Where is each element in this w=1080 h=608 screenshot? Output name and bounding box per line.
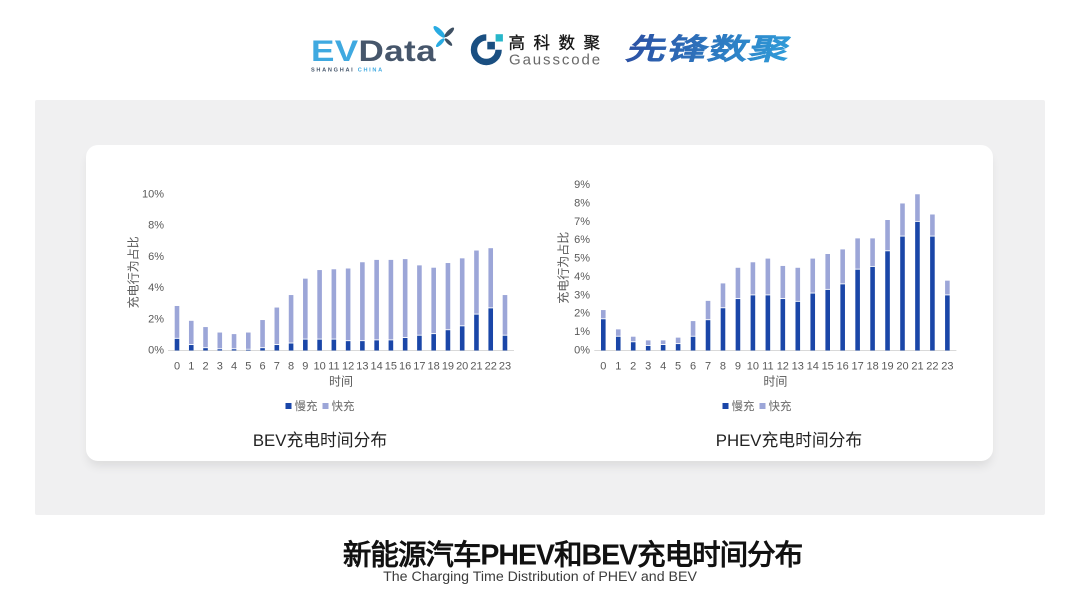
- svg-text:3: 3: [645, 361, 651, 373]
- svg-text:11: 11: [762, 361, 773, 373]
- svg-text:11: 11: [328, 361, 339, 373]
- svg-text:2%: 2%: [148, 313, 164, 325]
- svg-text:23: 23: [499, 361, 511, 373]
- svg-text:8%: 8%: [148, 220, 164, 232]
- svg-text:4: 4: [231, 361, 237, 373]
- svg-text:1%: 1%: [574, 326, 590, 338]
- svg-text:14: 14: [371, 361, 383, 373]
- svg-text:15: 15: [822, 361, 834, 373]
- svg-text:13: 13: [356, 361, 368, 373]
- svg-text:8: 8: [720, 361, 726, 373]
- svg-text:22: 22: [485, 361, 497, 373]
- svg-text:充电行为占比: 充电行为占比: [126, 236, 141, 308]
- svg-text:3: 3: [217, 361, 223, 373]
- svg-text:23: 23: [941, 361, 953, 373]
- svg-text:10: 10: [747, 361, 759, 373]
- svg-text:4%: 4%: [148, 282, 164, 294]
- svg-text:13: 13: [792, 361, 804, 373]
- svg-text:19: 19: [881, 361, 893, 373]
- svg-text:7: 7: [705, 361, 711, 373]
- svg-text:5%: 5%: [574, 253, 590, 265]
- svg-text:0: 0: [600, 361, 606, 373]
- svg-text:20: 20: [896, 361, 908, 373]
- svg-text:21: 21: [911, 361, 923, 373]
- svg-text:4%: 4%: [574, 271, 590, 283]
- svg-text:9: 9: [302, 361, 308, 373]
- svg-text:SHANGHAI CHINA: SHANGHAI CHINA: [311, 68, 384, 74]
- svg-text:19: 19: [442, 361, 454, 373]
- svg-text:6%: 6%: [574, 234, 590, 246]
- svg-text:17: 17: [413, 361, 425, 373]
- svg-text:9%: 9%: [574, 179, 590, 191]
- svg-text:8%: 8%: [574, 197, 590, 209]
- svg-text:9: 9: [735, 361, 741, 373]
- svg-text:0%: 0%: [148, 345, 164, 357]
- svg-text:8: 8: [288, 361, 294, 373]
- svg-text:14: 14: [807, 361, 819, 373]
- svg-text:16: 16: [837, 361, 849, 373]
- svg-text:时间: 时间: [763, 375, 787, 389]
- svg-text:0: 0: [174, 361, 180, 373]
- svg-text:6%: 6%: [148, 251, 164, 263]
- svg-text:充电行为占比: 充电行为占比: [556, 232, 571, 304]
- svg-text:18: 18: [428, 361, 440, 373]
- svg-text:2%: 2%: [574, 308, 590, 320]
- svg-text:12: 12: [342, 361, 354, 373]
- svg-text:5: 5: [675, 361, 681, 373]
- svg-text:0%: 0%: [574, 345, 590, 357]
- svg-text:21: 21: [470, 361, 482, 373]
- svg-text:6: 6: [259, 361, 265, 373]
- svg-text:2: 2: [630, 361, 636, 373]
- svg-text:1: 1: [615, 361, 621, 373]
- svg-text:7%: 7%: [574, 216, 590, 228]
- svg-text:22: 22: [926, 361, 938, 373]
- svg-text:先锋数聚: 先锋数聚: [623, 33, 795, 65]
- svg-text:15: 15: [385, 361, 397, 373]
- svg-text:20: 20: [456, 361, 468, 373]
- svg-text:10: 10: [313, 361, 325, 373]
- svg-text:3%: 3%: [574, 289, 590, 301]
- svg-text:10%: 10%: [142, 188, 164, 200]
- svg-text:1: 1: [188, 361, 194, 373]
- svg-text:高科数聚: 高科数聚: [509, 33, 609, 52]
- svg-text:7: 7: [274, 361, 280, 373]
- svg-text:4: 4: [660, 361, 666, 373]
- svg-text:17: 17: [851, 361, 863, 373]
- svg-text:EVData: EVData: [311, 33, 436, 67]
- svg-text:18: 18: [866, 361, 878, 373]
- svg-text:5: 5: [245, 361, 251, 373]
- svg-text:时间: 时间: [329, 375, 353, 389]
- svg-text:Gausscode: Gausscode: [509, 52, 602, 69]
- svg-text:2: 2: [202, 361, 208, 373]
- svg-text:12: 12: [777, 361, 789, 373]
- svg-text:6: 6: [690, 361, 696, 373]
- svg-text:16: 16: [399, 361, 411, 373]
